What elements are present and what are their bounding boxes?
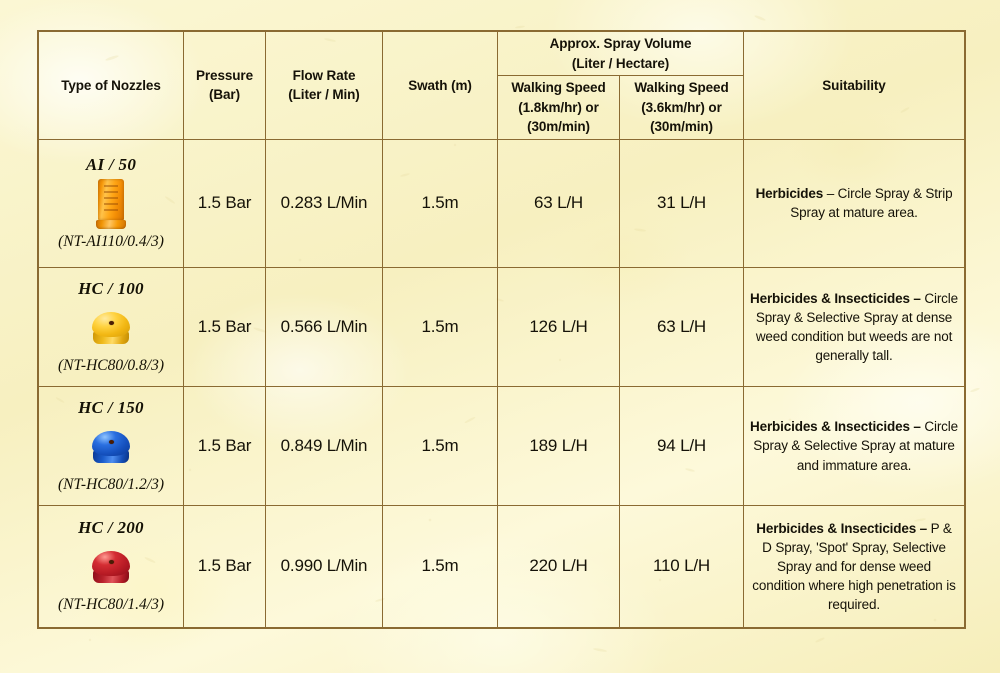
column-header-swath: Swath (m) — [382, 31, 498, 140]
column-header-flow-rate: Flow Rate (Liter / Min) — [265, 31, 383, 140]
suitability-detail: Circle Spray & Selective Spray at mature… — [753, 419, 958, 473]
cell-spray-volume-fast: 63 L/H — [619, 267, 744, 388]
header-label-line2: (1.8km/hr) or — [518, 99, 599, 115]
nozzle-image-container — [45, 538, 177, 596]
nozzle-base — [96, 220, 126, 230]
nozzle-body — [98, 179, 124, 221]
table-row: HC / 100 (NT-HC80/0.8/3) 1.5 Bar 0.566 L… — [38, 267, 965, 388]
cell-flow-rate: 0.849 L/Min — [265, 386, 383, 506]
cell-spray-volume-slow: 189 L/H — [497, 386, 620, 506]
suitability-category: Herbicides & Insecticides – — [756, 520, 928, 536]
cell-suitability: Herbicides & Insecticides – Circle Spray… — [743, 386, 965, 506]
nozzle-type-code: (NT-AI110/0.4/3) — [58, 233, 164, 251]
header-label-line1: Approx. Spray Volume — [549, 36, 692, 51]
nozzle-orifice — [108, 560, 114, 565]
cell-suitability: Herbicides & Insecticides – Circle Spray… — [743, 267, 965, 388]
hollow-cone-nozzle-blue-icon — [92, 430, 130, 463]
cell-swath: 1.5m — [382, 138, 498, 269]
cell-spray-volume-slow: 220 L/H — [497, 504, 620, 629]
table-head: Type of Nozzles Pressure (Bar) Flow Rate… — [38, 30, 965, 140]
table-body: AI / 50 (NT-AI110/0.4/3) 1.5 Bar 0.283 L… — [38, 138, 965, 629]
header-label-line3: (30m/min) — [527, 119, 590, 135]
header-label: Suitability — [822, 77, 886, 93]
header-label-line2: (Liter / Min) — [288, 87, 360, 103]
nozzle-orifice — [108, 439, 114, 444]
header-label-line1: Walking Speed — [511, 80, 606, 96]
cell-pressure: 1.5 Bar — [183, 138, 266, 269]
suitability-category: Herbicides & Insecticides – — [750, 290, 921, 306]
header-label-line1: Pressure — [196, 67, 253, 83]
suitability-category: Herbicides & Insecticides – — [750, 419, 921, 435]
nozzle-type-code: (NT-HC80/1.4/3) — [57, 596, 165, 614]
table-row: AI / 50 (NT-AI110/0.4/3) 1.5 Bar 0.283 L… — [38, 138, 965, 269]
suitability-category: Herbicides — [755, 186, 824, 202]
header-label-line2: (Liter / Hectare) — [571, 55, 670, 71]
cell-spray-volume-fast: 110 L/H — [619, 504, 744, 629]
cell-pressure: 1.5 Bar — [183, 504, 266, 629]
nozzle-image-container — [45, 299, 177, 357]
cell-spray-volume-fast: 31 L/H — [619, 138, 744, 269]
cell-spray-volume-fast: 94 L/H — [619, 386, 744, 506]
nozzle-image-container — [45, 418, 177, 476]
suitability-detail: Circle Spray & Selective Spray at dense … — [755, 290, 958, 364]
column-header-walking-speed-3-6: Walking Speed (3.6km/hr) or (30m/min) — [619, 75, 744, 140]
header-label-line1: Flow Rate — [292, 67, 356, 83]
header-label-line2: (3.6km/hr) or — [641, 99, 722, 115]
cell-flow-rate: 0.283 L/Min — [265, 138, 383, 269]
hollow-cone-nozzle-red-icon — [92, 551, 130, 584]
nozzle-type-name: HC / 150 — [78, 397, 144, 417]
cell-spray-volume-slow: 126 L/H — [497, 267, 620, 388]
cell-flow-rate: 0.990 L/Min — [265, 504, 383, 629]
nozzle-type-name: HC / 100 — [78, 279, 144, 299]
cell-swath: 1.5m — [382, 386, 498, 506]
header-label-line2: (Bar) — [208, 87, 240, 103]
nozzle-type-name: AI / 50 — [85, 155, 137, 175]
cell-suitability: Herbicides & Insecticides – P & D Spray,… — [743, 504, 965, 629]
cell-pressure: 1.5 Bar — [183, 386, 266, 506]
column-header-pressure: Pressure (Bar) — [183, 31, 266, 140]
cell-pressure: 1.5 Bar — [183, 267, 266, 388]
nozzle-selection-table: Type of Nozzles Pressure (Bar) Flow Rate… — [37, 30, 966, 629]
cell-type-of-nozzles: HC / 100 (NT-HC80/0.8/3) — [38, 267, 184, 388]
cell-flow-rate: 0.566 L/Min — [265, 267, 383, 388]
nozzle-selection-table-container: Type of Nozzles Pressure (Bar) Flow Rate… — [37, 30, 966, 629]
cell-spray-volume-slow: 63 L/H — [497, 138, 620, 269]
column-header-walking-speed-1-8: Walking Speed (1.8km/hr) or (30m/min) — [497, 75, 620, 140]
nozzle-image-container — [45, 175, 177, 233]
header-label-line3: (30m/min) — [650, 119, 713, 135]
table-row: HC / 200 (NT-HC80/1.4/3) 1.5 Bar 0.990 L… — [38, 504, 965, 629]
column-header-suitability: Suitability — [743, 31, 965, 140]
cell-type-of-nozzles: HC / 200 (NT-HC80/1.4/3) — [38, 504, 184, 629]
suitability-detail: – Circle Spray & Strip Spray at mature a… — [790, 186, 953, 221]
nozzle-type-name: HC / 200 — [78, 518, 144, 538]
cell-swath: 1.5m — [382, 504, 498, 629]
column-header-group-approx-spray-volume: Approx. Spray Volume (Liter / Hectare) — [497, 30, 744, 77]
cell-type-of-nozzles: AI / 50 (NT-AI110/0.4/3) — [38, 138, 184, 269]
nozzle-type-code: (NT-HC80/0.8/3) — [57, 357, 165, 375]
header-label-line1: Walking Speed — [634, 80, 729, 96]
cell-suitability: Herbicides – Circle Spray & Strip Spray … — [743, 138, 965, 269]
cell-type-of-nozzles: HC / 150 (NT-HC80/1.2/3) — [38, 386, 184, 506]
header-row-top: Type of Nozzles Pressure (Bar) Flow Rate… — [38, 30, 965, 140]
table-row: HC / 150 (NT-HC80/1.2/3) 1.5 Bar 0.849 L… — [38, 386, 965, 506]
hollow-cone-nozzle-yellow-icon — [92, 312, 130, 345]
flat-fan-nozzle-orange-icon — [96, 179, 126, 230]
column-header-type-of-nozzles: Type of Nozzles — [38, 31, 184, 140]
nozzle-orifice — [108, 321, 114, 326]
nozzle-type-code: (NT-HC80/1.2/3) — [57, 475, 165, 493]
suitability-detail: P & D Spray, 'Spot' Spray, Selective Spr… — [752, 520, 956, 613]
header-label: Swath (m) — [408, 77, 472, 93]
cell-swath: 1.5m — [382, 267, 498, 388]
header-label: Type of Nozzles — [61, 77, 161, 93]
